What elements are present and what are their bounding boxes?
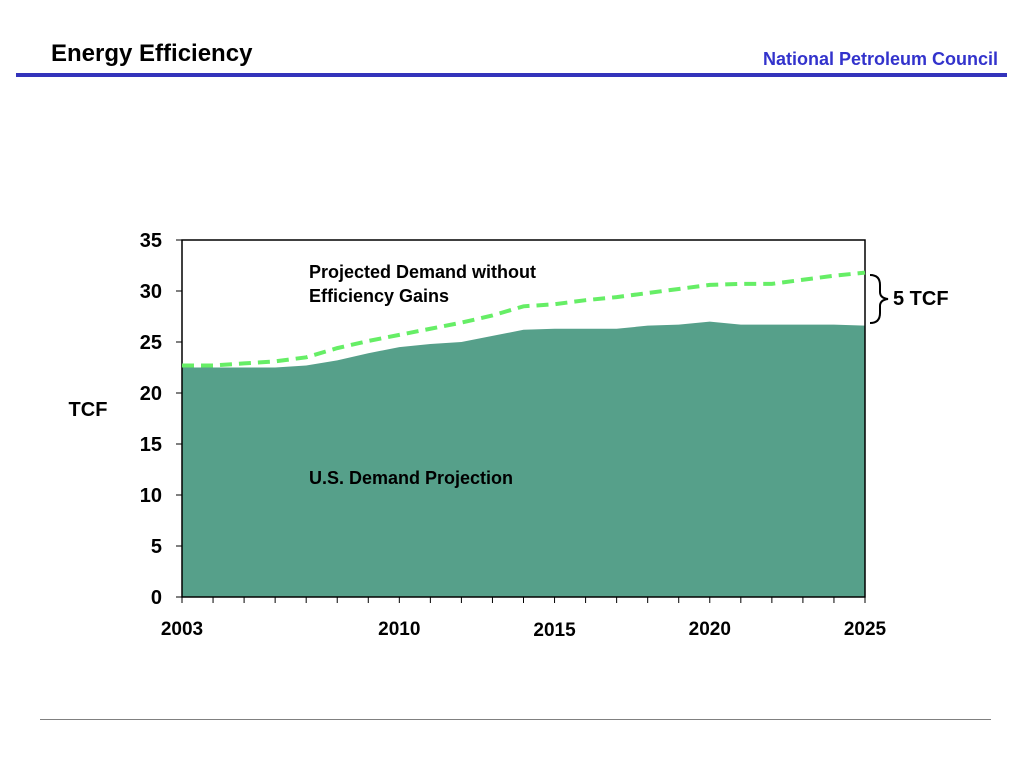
y-tick-label: 35: [140, 230, 162, 252]
upper-series-label-line2: Efficiency Gains: [309, 286, 449, 306]
y-tick-label: 15: [140, 434, 162, 456]
y-tick-label: 25: [140, 332, 162, 354]
y-tick-label: 30: [140, 281, 162, 303]
footer-divider: [40, 719, 991, 720]
area-series-label: U.S. Demand Projection: [309, 468, 513, 488]
slide-title: Energy Efficiency: [51, 40, 253, 67]
x-tick-label: 2020: [689, 619, 731, 640]
y-axis-ticks: 0 5 10 15 20 25 30 35: [140, 230, 182, 609]
y-axis-label: TCF: [69, 399, 108, 421]
upper-series-label-line1: Projected Demand without: [309, 262, 536, 282]
line-series-without-efficiency: [182, 270, 866, 368]
x-tick-label: 2010: [378, 619, 420, 640]
x-axis-ticks: 2003 2010 2015 2020 2025: [161, 597, 887, 641]
y-tick-label: 0: [151, 587, 162, 609]
line-series-group: [182, 270, 866, 368]
gap-brace-icon: [869, 274, 889, 324]
header-divider: [16, 73, 1007, 77]
x-tick-label: 2025: [844, 619, 887, 640]
organization-name: National Petroleum Council: [762, 49, 998, 69]
area-series-group: [182, 321, 865, 597]
area-series-us-demand: [182, 321, 865, 597]
x-tick-label: 2015: [533, 620, 576, 641]
y-tick-label: 10: [140, 485, 162, 507]
y-tick-label: 20: [140, 383, 162, 405]
gap-label: 5 TCF: [893, 288, 949, 310]
y-tick-label: 5: [151, 536, 162, 558]
x-tick-label: 2003: [161, 619, 203, 640]
